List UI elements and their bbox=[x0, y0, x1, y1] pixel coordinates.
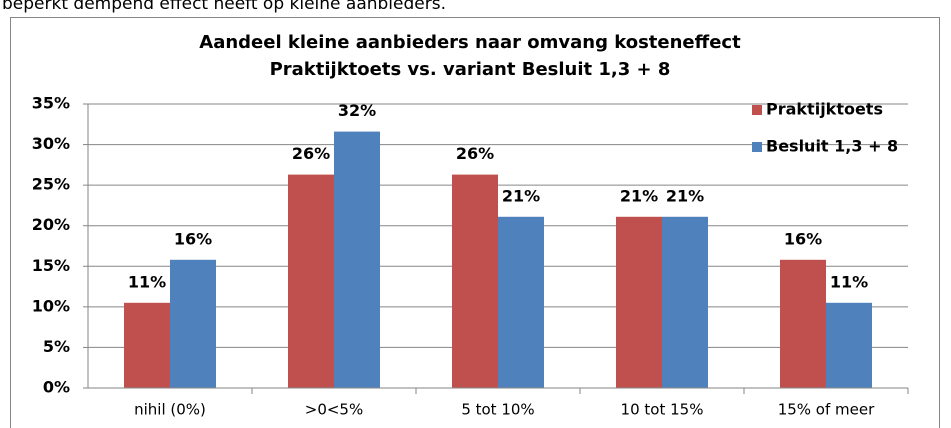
legend-label: Praktijktoets bbox=[766, 100, 883, 119]
chart-subtitle: Praktijktoets vs. variant Besluit 1,3 + … bbox=[270, 59, 671, 80]
y-tick-label: 25% bbox=[32, 175, 70, 194]
bar bbox=[334, 131, 380, 389]
x-tick-label: >0<5% bbox=[305, 401, 363, 419]
bar bbox=[826, 302, 872, 388]
bar bbox=[616, 216, 662, 388]
y-tick-label: 35% bbox=[32, 94, 70, 113]
bar bbox=[452, 174, 498, 388]
y-tick-label: 5% bbox=[43, 337, 70, 356]
bar bbox=[662, 216, 708, 388]
legend-swatch bbox=[752, 142, 762, 152]
value-label: 16% bbox=[784, 229, 822, 248]
y-tick-label: 15% bbox=[32, 256, 70, 275]
value-label: 16% bbox=[174, 229, 212, 248]
x-tick-label: 10 tot 15% bbox=[621, 401, 704, 419]
x-tick-label: nihil (0%) bbox=[134, 401, 206, 419]
y-tick-label: 10% bbox=[32, 296, 70, 315]
value-label: 26% bbox=[456, 144, 494, 163]
bar bbox=[288, 174, 334, 388]
value-label: 21% bbox=[502, 186, 540, 205]
value-label: 21% bbox=[620, 186, 658, 205]
bar bbox=[124, 302, 170, 388]
y-tick-label: 30% bbox=[32, 134, 70, 153]
x-tick-label: 15% of meer bbox=[778, 401, 875, 419]
bar bbox=[498, 216, 544, 388]
intro-text: beperkt dempend effect heeft op kleine a… bbox=[2, 0, 446, 14]
value-label: 21% bbox=[666, 186, 704, 205]
legend-swatch bbox=[752, 105, 762, 115]
value-label: 32% bbox=[338, 101, 376, 120]
bar bbox=[780, 259, 826, 388]
value-label: 26% bbox=[292, 144, 330, 163]
x-tick-label: 5 tot 10% bbox=[461, 401, 534, 419]
y-tick-label: 20% bbox=[32, 215, 70, 234]
legend-label: Besluit 1,3 + 8 bbox=[766, 137, 898, 156]
value-label: 11% bbox=[830, 272, 868, 291]
value-label: 11% bbox=[128, 272, 166, 291]
y-tick-label: 0% bbox=[43, 378, 70, 397]
chart-title: Aandeel kleine aanbieders naar omvang ko… bbox=[199, 32, 741, 53]
bar bbox=[170, 259, 216, 388]
